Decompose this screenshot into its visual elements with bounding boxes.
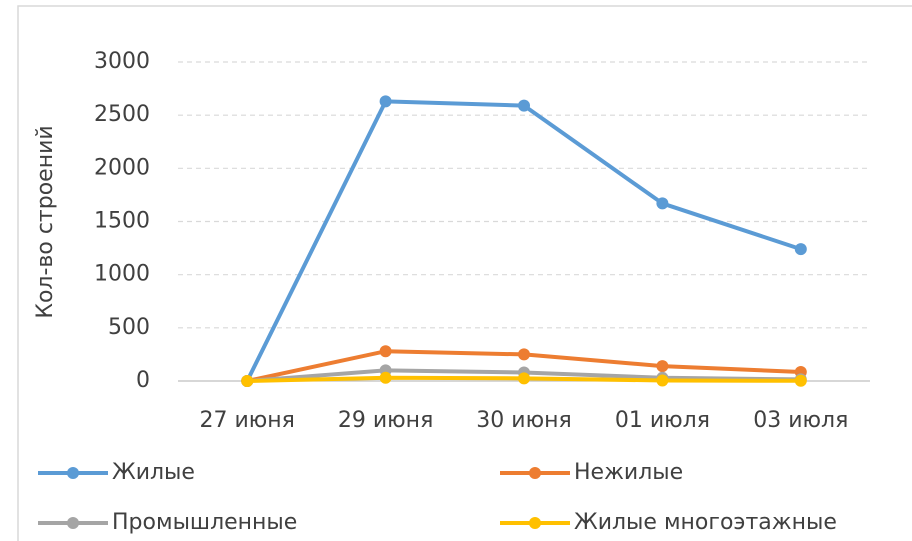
data-point <box>656 374 669 387</box>
x-tick-label: 03 июля <box>753 408 848 433</box>
legend-marker <box>67 517 79 529</box>
x-tick-label: 27 июня <box>199 408 294 433</box>
y-tick-label: 0 <box>136 368 150 393</box>
legend-marker <box>529 467 541 479</box>
chart-frame <box>17 5 912 541</box>
data-point <box>794 243 807 256</box>
legend-label: Промышленные <box>112 510 297 535</box>
legend-label: Жилые <box>112 460 195 485</box>
data-point <box>518 348 530 361</box>
y-tick-label: 2500 <box>94 102 150 127</box>
data-point <box>379 345 392 358</box>
data-point <box>656 360 669 373</box>
legend-label: Нежилые <box>574 460 683 485</box>
data-point <box>379 95 392 108</box>
series-line <box>245 99 802 382</box>
legend-marker <box>67 467 79 479</box>
data-point <box>656 197 669 210</box>
x-tick-label: 30 июня <box>476 408 571 433</box>
y-tick-label: 3000 <box>94 49 150 74</box>
data-point <box>241 375 254 387</box>
data-point <box>379 371 392 384</box>
x-tick-label: 29 июня <box>338 408 433 433</box>
legend-label: Жилые многоэтажные <box>574 510 837 535</box>
y-tick-label: 2000 <box>94 155 150 180</box>
y-tick-label: 1000 <box>94 262 150 287</box>
data-point <box>518 372 530 385</box>
y-axis-title: Кол-во строений <box>33 125 58 318</box>
legend-marker <box>529 517 541 529</box>
data-point <box>518 99 530 112</box>
x-tick-label: 01 июля <box>615 408 710 433</box>
y-tick-label: 500 <box>108 315 150 340</box>
data-point <box>794 374 807 387</box>
y-tick-label: 1500 <box>94 209 150 234</box>
